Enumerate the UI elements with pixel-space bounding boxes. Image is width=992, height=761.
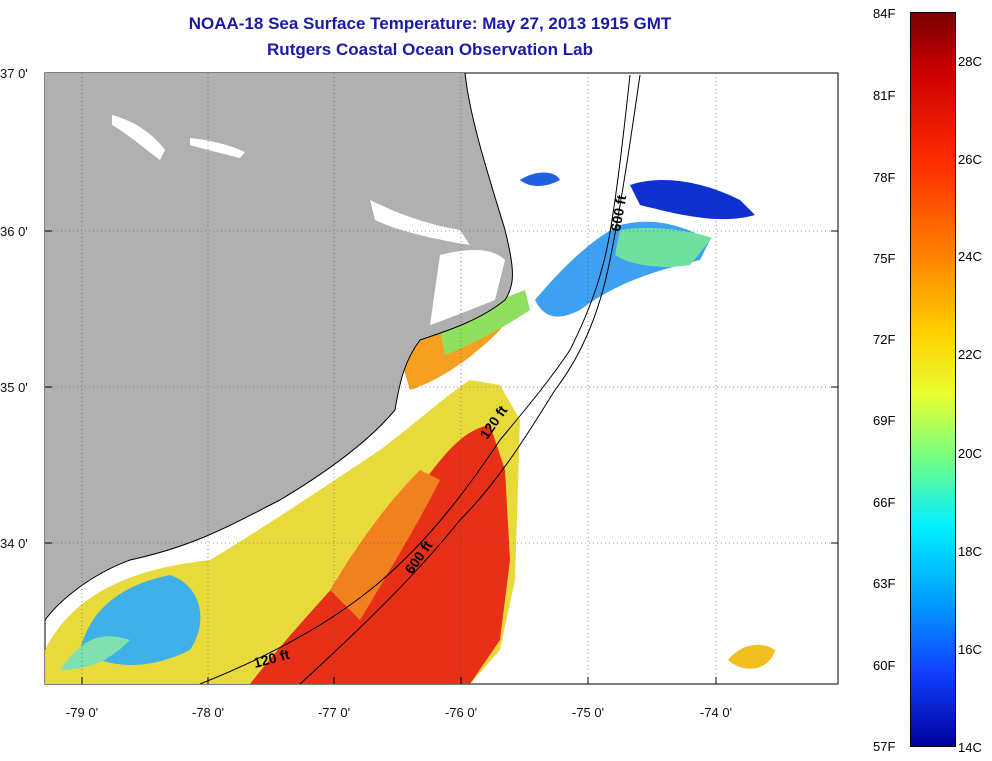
- colorbar-f-label: 78F: [873, 170, 896, 185]
- lat-label: 35 0': [0, 380, 28, 395]
- colorbar-f-label: 81F: [873, 88, 896, 103]
- colorbar-c-label: 28C: [958, 54, 982, 69]
- colorbar-f-label: 75F: [873, 251, 896, 266]
- colorbar-c-label: 18C: [958, 544, 982, 559]
- colorbar-c-label: 20C: [958, 446, 982, 461]
- contour-label: 600 ft: [607, 193, 629, 232]
- colorbar-f-label: 57F: [873, 739, 896, 754]
- colorbar-c-label: 26C: [958, 152, 982, 167]
- lat-label: 36 0': [0, 224, 28, 239]
- lon-label: -77 0': [317, 705, 351, 720]
- colorbar-c-label: 24C: [958, 249, 982, 264]
- sst-green-north: [615, 227, 712, 267]
- lon-label: -74 0': [699, 705, 733, 720]
- lake: [190, 138, 245, 158]
- reservoir: [112, 115, 165, 160]
- sst-cyan-shelf: [440, 290, 530, 355]
- map-subtitle: Rutgers Coastal Ocean Observation Lab: [267, 40, 593, 59]
- map-title: NOAA-18 Sea Surface Temperature: May 27,…: [188, 14, 672, 33]
- sst-deep-blue: [630, 180, 755, 220]
- colorbar-f-label: 72F: [873, 332, 896, 347]
- colorbar-c-label: 16C: [958, 642, 982, 657]
- lat-label: 34 0': [0, 536, 28, 551]
- sst-small-patch: [728, 644, 775, 669]
- colorbar-f-label: 60F: [873, 658, 896, 673]
- colorbar-f-label: 63F: [873, 576, 896, 591]
- temperature-colorbar: [910, 12, 956, 747]
- sst-green-band: [60, 636, 130, 670]
- colorbar-f-label: 66F: [873, 495, 896, 510]
- contour-120ft: [199, 74, 631, 684]
- colorbar-f-label: 69F: [873, 413, 896, 428]
- lat-label: 37 0': [0, 66, 28, 81]
- lon-label: -75 0': [571, 705, 605, 720]
- contour-600ft: [299, 74, 641, 684]
- sst-blue-patch: [520, 172, 560, 186]
- colorbar-c-label: 22C: [958, 347, 982, 362]
- albemarle-sound: [370, 200, 470, 245]
- colorbar-f-label: 84F: [873, 6, 896, 21]
- colorbar-c-label: 14C: [958, 740, 982, 755]
- coastline: [45, 73, 513, 621]
- land-mass: [45, 73, 513, 620]
- lon-label: -79 0': [65, 705, 99, 720]
- pamlico-sound-water: [430, 250, 505, 325]
- tick-marks: [45, 230, 838, 684]
- lon-label: -78 0': [191, 705, 225, 720]
- sst-orange-edge: [330, 470, 440, 620]
- lon-label: -76 0': [444, 705, 478, 720]
